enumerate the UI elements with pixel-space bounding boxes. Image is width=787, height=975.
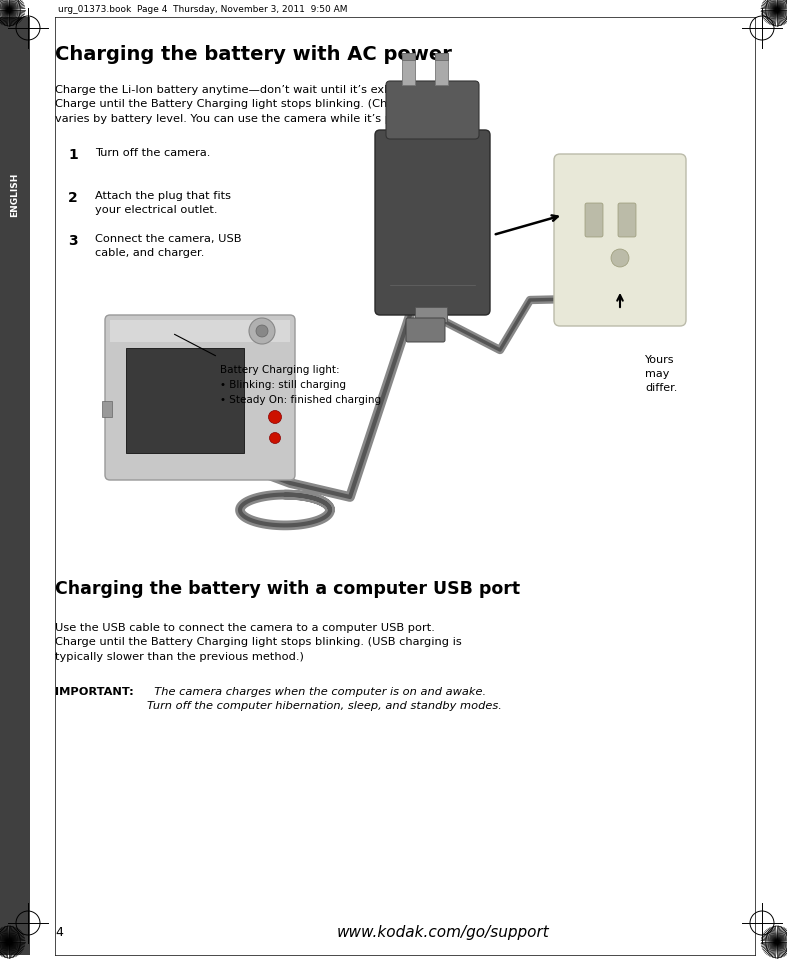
Text: IMPORTANT:: IMPORTANT:	[55, 687, 134, 697]
Circle shape	[256, 325, 268, 337]
Bar	[402, 53, 415, 60]
Bar	[126, 348, 244, 453]
Bar	[110, 320, 290, 342]
Text: Use the USB cable to connect the camera to a computer USB port.
Charge until the: Use the USB cable to connect the camera …	[55, 623, 462, 662]
Text: Attach the plug that fits
your electrical outlet.: Attach the plug that fits your electrica…	[95, 191, 231, 215]
FancyBboxPatch shape	[105, 315, 295, 480]
FancyBboxPatch shape	[618, 203, 636, 237]
Text: 3: 3	[68, 234, 78, 248]
Text: 1: 1	[68, 148, 78, 162]
Bar	[402, 53, 415, 85]
Text: urg_01373.book  Page 4  Thursday, November 3, 2011  9:50 AM: urg_01373.book Page 4 Thursday, November…	[58, 6, 348, 15]
Text: Charge the Li-Ion battery anytime—don’t wait until it’s exhausted.
Charge until : Charge the Li-Ion battery anytime—don’t …	[55, 85, 453, 124]
Text: Battery Charging light:
• Blinking: still charging
• Steady On: finished chargin: Battery Charging light: • Blinking: stil…	[220, 365, 381, 405]
Circle shape	[611, 249, 629, 267]
Bar	[415, 307, 447, 322]
Bar	[0, 17, 30, 955]
Text: Connect the camera, USB
cable, and charger.: Connect the camera, USB cable, and charg…	[95, 234, 242, 258]
Circle shape	[268, 410, 282, 423]
Bar	[102, 401, 112, 417]
Text: Charging the battery with AC power: Charging the battery with AC power	[55, 45, 452, 64]
Bar	[435, 53, 448, 60]
Text: 2: 2	[68, 191, 78, 205]
Text: Turn off the camera.: Turn off the camera.	[95, 148, 210, 158]
Text: Yours
may
differ.: Yours may differ.	[645, 355, 678, 393]
Text: ENGLISH: ENGLISH	[10, 173, 20, 217]
Circle shape	[269, 433, 280, 444]
FancyBboxPatch shape	[386, 81, 479, 139]
FancyBboxPatch shape	[375, 130, 490, 315]
Text: www.kodak.com/go/support: www.kodak.com/go/support	[337, 925, 550, 941]
FancyBboxPatch shape	[406, 318, 445, 342]
FancyBboxPatch shape	[585, 203, 603, 237]
Text: Charging the battery with a computer USB port: Charging the battery with a computer USB…	[55, 580, 520, 598]
Text: The camera charges when the computer is on and awake.
Turn off the computer hibe: The camera charges when the computer is …	[147, 687, 502, 712]
Text: 4: 4	[55, 926, 63, 940]
Bar	[435, 53, 448, 85]
Circle shape	[249, 318, 275, 344]
FancyBboxPatch shape	[554, 154, 686, 326]
